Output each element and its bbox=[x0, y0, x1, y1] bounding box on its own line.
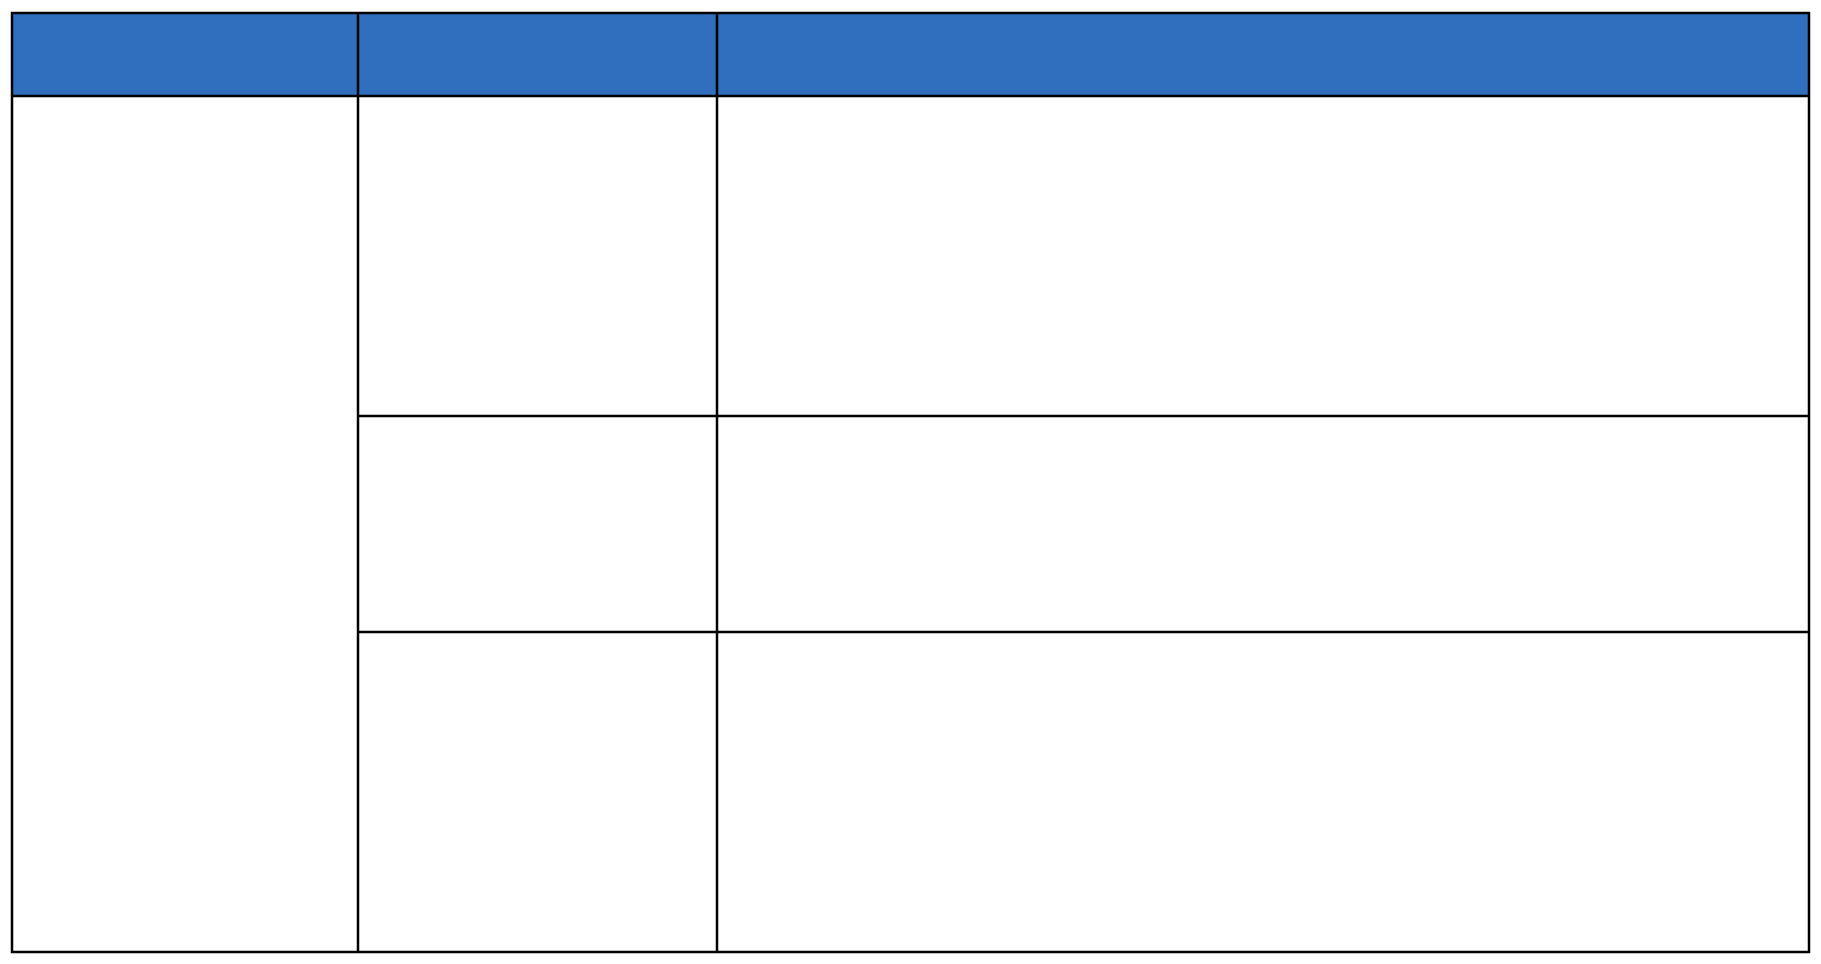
table-borders bbox=[10, 11, 1811, 954]
header-row bbox=[12, 13, 1809, 96]
table-outline bbox=[10, 11, 1811, 954]
